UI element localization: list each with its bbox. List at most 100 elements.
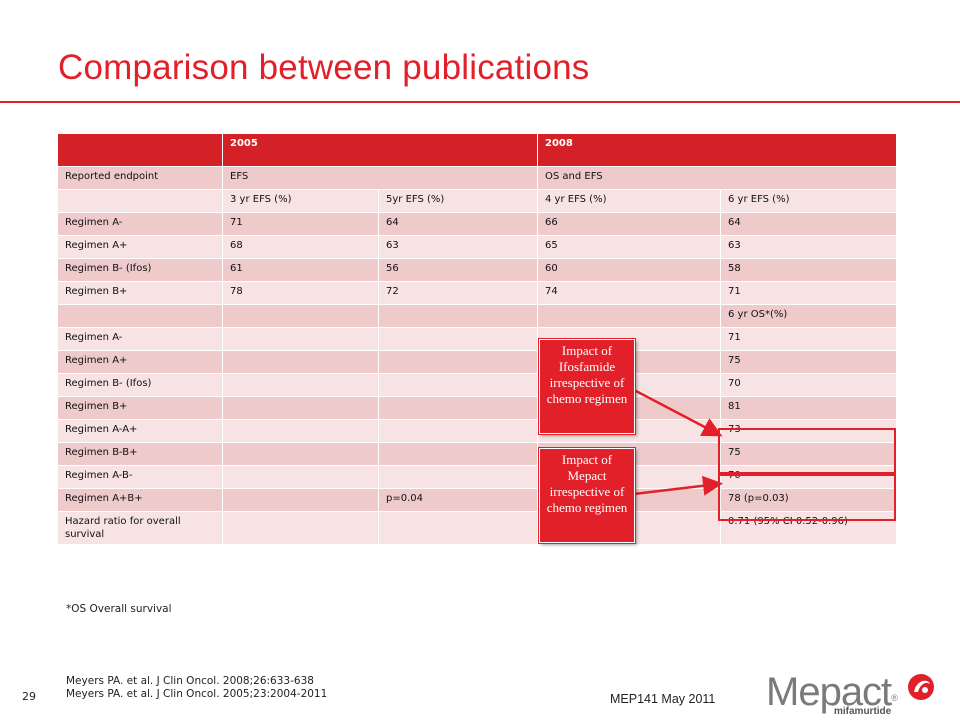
highlight-box-mepact	[718, 474, 896, 521]
table-cell	[378, 304, 538, 328]
slide-title: Comparison between publications	[58, 48, 590, 87]
highlight-box-ifosfamide	[718, 428, 896, 474]
table-cell: 65	[537, 235, 721, 259]
table-cell	[57, 189, 223, 213]
footer-code: MEP141 May 2011	[610, 692, 716, 706]
logo-swirl-icon	[908, 674, 934, 700]
table-row: Regimen B- (Ifos) 70	[57, 373, 897, 397]
table-cell: Regimen A-	[57, 327, 223, 351]
table-cell: 0.71 (95% CI 0.52-0.96)	[720, 511, 897, 545]
table-cell: 70	[720, 465, 897, 489]
table-cell: p=0.04	[378, 488, 538, 512]
table-row: Regimen B+ 81	[57, 396, 897, 420]
table-cell: 68	[222, 235, 379, 259]
table-cell: 61	[222, 258, 379, 282]
table-row: Regimen A-A+ 73	[57, 419, 897, 443]
table-row: 3 yr EFS (%) 5yr EFS (%) 4 yr EFS (%) 6 yr …	[57, 189, 897, 213]
table-row: Reported endpoint EFS OS and EFS	[57, 166, 897, 190]
table-row: 6 yr OS*(%)	[57, 304, 897, 328]
table-cell: Regimen B+	[57, 281, 223, 305]
table-cell	[378, 511, 538, 545]
table-cell: OS and EFS	[537, 166, 897, 190]
logo-subtitle: mifamurtide	[834, 706, 892, 717]
header-cell	[57, 133, 223, 167]
table-cell: 5yr EFS (%)	[378, 189, 538, 213]
reference-item: Meyers PA. et al. J Clin Oncol. 2005;23:…	[66, 688, 328, 700]
table-cell: 75	[720, 442, 897, 466]
table-cell: 3 yr EFS (%)	[222, 189, 379, 213]
table-cell: 58	[720, 258, 897, 282]
table-cell	[222, 442, 379, 466]
table-cell: 64	[378, 212, 538, 236]
table-cell: Regimen B-B+	[57, 442, 223, 466]
table-cell: Regimen A-A+	[57, 419, 223, 443]
table-cell: Regimen B- (Ifos)	[57, 258, 223, 282]
table-row: Regimen B+ 78 72 74 71	[57, 281, 897, 305]
table-cell	[222, 327, 379, 351]
footnote: *OS Overall survival	[66, 603, 172, 615]
table-cell: Regimen A+B+	[57, 488, 223, 512]
table-cell	[378, 442, 538, 466]
mepact-logo: Mepact® mifamurtide	[766, 670, 946, 718]
table-cell	[222, 373, 379, 397]
table-cell: 74	[537, 281, 721, 305]
table-cell: 64	[720, 212, 897, 236]
table-cell: Regimen A+	[57, 350, 223, 374]
table-cell	[378, 350, 538, 374]
table-cell: 63	[378, 235, 538, 259]
table-cell	[378, 465, 538, 489]
table-cell: 71	[720, 281, 897, 305]
title-divider	[0, 101, 960, 103]
table-cell: 6 yr EFS (%)	[720, 189, 897, 213]
table-row: Regimen A- 71	[57, 327, 897, 351]
table-cell: Reported endpoint	[57, 166, 223, 190]
table-cell: 56	[378, 258, 538, 282]
table-cell: Regimen A+	[57, 235, 223, 259]
table-cell: Regimen B- (Ifos)	[57, 373, 223, 397]
table-row: Regimen A+ 68 63 65 63	[57, 235, 897, 259]
table-cell: 72	[378, 281, 538, 305]
table-cell: 75	[720, 350, 897, 374]
table-row: Regimen A- 71 64 66 64	[57, 212, 897, 236]
table-cell: 60	[537, 258, 721, 282]
references: Meyers PA. et al. J Clin Oncol. 2008;26:…	[66, 675, 327, 701]
table-cell: 71	[720, 327, 897, 351]
table-cell: 63	[720, 235, 897, 259]
logo-wordmark: Mepact®	[766, 670, 898, 714]
table-cell	[378, 373, 538, 397]
header-cell-2005: 2005	[222, 133, 538, 167]
table-cell	[222, 396, 379, 420]
table-cell: 66	[537, 212, 721, 236]
table-cell: Hazard ratio for overall survival	[57, 511, 223, 545]
table-cell	[222, 511, 379, 545]
table-cell	[222, 419, 379, 443]
table-row: Regimen A+ 75	[57, 350, 897, 374]
table-cell	[378, 419, 538, 443]
table-cell	[378, 327, 538, 351]
table-cell: 78	[222, 281, 379, 305]
table-cell: Regimen B+	[57, 396, 223, 420]
callout-ifosfamide: Impact of Ifosfamide irrespective of che…	[539, 339, 635, 434]
header-cell-2008: 2008	[537, 133, 897, 167]
table-cell	[222, 304, 379, 328]
table-cell: 4 yr EFS (%)	[537, 189, 721, 213]
reference-item: Meyers PA. et al. J Clin Oncol. 2008;26:…	[66, 675, 314, 687]
table-cell	[222, 350, 379, 374]
table-row: Regimen A+B+ p=0.04 78 (p=0.03)	[57, 488, 897, 512]
table-cell: EFS	[222, 166, 538, 190]
table-cell	[57, 304, 223, 328]
table-cell: 6 yr OS*(%)	[720, 304, 897, 328]
table-cell	[378, 396, 538, 420]
table-cell: Regimen A-B-	[57, 465, 223, 489]
table-cell: 71	[222, 212, 379, 236]
table-header-row: 2005 2008	[57, 133, 897, 167]
table-cell: 70	[720, 373, 897, 397]
table-cell	[222, 488, 379, 512]
table-cell: 81	[720, 396, 897, 420]
table-cell	[222, 465, 379, 489]
table-cell	[537, 304, 721, 328]
callout-mepact: Impact of Mepact irrespective of chemo r…	[539, 448, 635, 543]
table-row: Regimen B- (Ifos) 61 56 60 58	[57, 258, 897, 282]
table-cell: Regimen A-	[57, 212, 223, 236]
page-number: 29	[22, 690, 36, 703]
